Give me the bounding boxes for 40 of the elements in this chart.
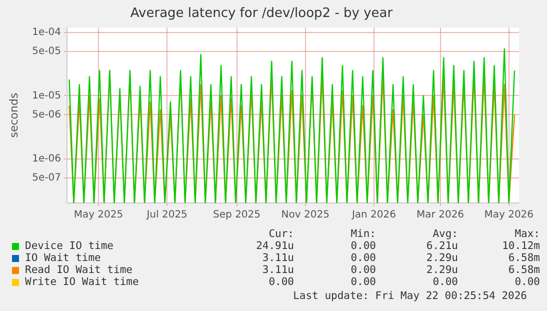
- text: Max:: [514, 228, 540, 240]
- text: 0.00: [350, 264, 376, 276]
- x-tick-label: Jul 2025: [146, 210, 188, 221]
- y-axis-title: seconds: [7, 92, 20, 138]
- text: 10.12m: [501, 240, 540, 252]
- legend-label: Write IO Wait time: [24, 276, 140, 288]
- x-tick-label: May 2026: [484, 210, 534, 221]
- x-tick-label: May 2025: [74, 210, 124, 221]
- text: 0.00: [350, 276, 376, 288]
- text: Min:: [350, 228, 376, 240]
- text: 2.29u: [425, 264, 458, 276]
- text: Avg:: [432, 228, 458, 240]
- text: 6.58m: [507, 252, 540, 264]
- y-tick-label: 1e-04: [32, 27, 61, 38]
- text: 3.11u: [261, 252, 294, 264]
- text: 24.91u: [255, 240, 294, 252]
- legend-label: IO Wait time: [24, 252, 102, 264]
- text: 3.11u: [261, 264, 294, 276]
- x-tick-label: Jan 2026: [350, 210, 396, 221]
- x-tick-label: Nov 2025: [281, 210, 330, 221]
- text: 0.00: [514, 276, 540, 288]
- text: 6.21u: [425, 240, 458, 252]
- y-tick-label: 1e-05: [32, 90, 61, 102]
- chart-title: Average latency for /dev/loop2 - by year: [130, 6, 394, 22]
- y-tick-label: 5e-06: [32, 109, 61, 120]
- y-tick-label: 5e-07: [32, 172, 61, 184]
- text: 2.29u: [425, 252, 458, 264]
- text: 0.00: [350, 252, 376, 264]
- legend-label: Device IO time: [24, 240, 115, 252]
- x-tick-label: Mar 2026: [416, 210, 464, 221]
- text: 0.00: [268, 276, 294, 288]
- y-tick-label: 1e-06: [32, 153, 61, 164]
- text: Cur:: [268, 228, 294, 240]
- legend-label: Read IO Wait time: [24, 264, 134, 276]
- text: 0.00: [432, 276, 458, 288]
- y-tick-label: 5e-05: [32, 46, 61, 58]
- text: 6.58m: [507, 264, 540, 276]
- text: 0.00: [350, 240, 376, 252]
- x-tick-label: Sep 2025: [213, 210, 261, 221]
- text: Last update: Fri May 22 00:25:54 2026: [293, 290, 527, 302]
